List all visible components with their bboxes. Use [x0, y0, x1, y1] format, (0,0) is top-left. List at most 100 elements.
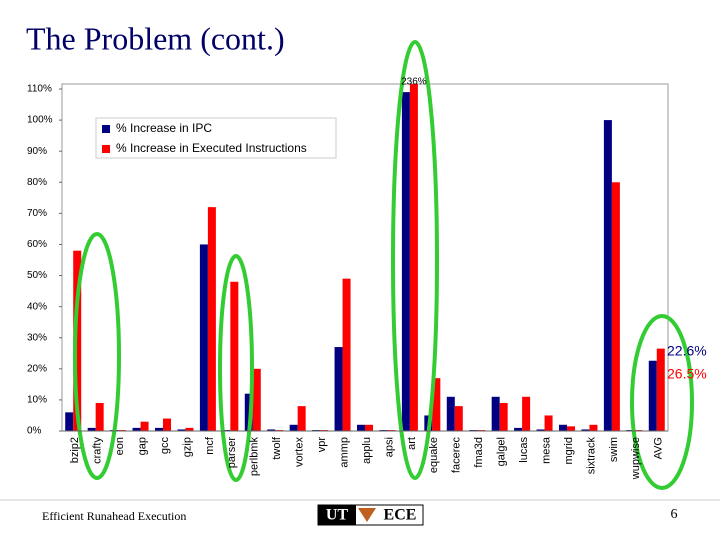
bar: [289, 424, 298, 431]
x-tick-label: art: [406, 437, 418, 450]
bar: [185, 427, 194, 431]
y-tick-label: 100%: [27, 115, 53, 126]
x-tick-label: mgrid: [563, 437, 575, 465]
x-tick-label: sixtrack: [585, 437, 597, 475]
bar: [611, 182, 620, 431]
footer-text: Efficient Runahead Execution: [42, 509, 186, 523]
bar: [230, 281, 239, 431]
x-tick-label: mesa: [540, 436, 552, 464]
bar: [409, 84, 418, 432]
highlight-ellipse: [630, 314, 694, 490]
bar: [334, 347, 343, 431]
bar: [432, 378, 441, 431]
logo-text: ECE: [384, 507, 417, 524]
x-tick-label: facerec: [451, 437, 463, 474]
bar: [522, 396, 531, 431]
bar: [342, 278, 351, 431]
y-tick-label: 70%: [27, 208, 47, 219]
bar: [357, 424, 365, 431]
legend-swatch: [102, 145, 110, 153]
bar: [155, 427, 163, 431]
value-label: 26.5%: [667, 366, 707, 382]
x-tick-label: gap: [136, 437, 148, 455]
x-tick-label: twolf: [271, 436, 283, 460]
x-tick-label: swim: [608, 437, 620, 462]
bars: [65, 84, 665, 432]
bar: [491, 396, 500, 431]
bar: [648, 360, 657, 431]
bar: [581, 429, 590, 431]
x-tick-label: apsi: [383, 437, 395, 457]
x-tick-label: perlbmk: [249, 437, 261, 477]
bar: [446, 396, 455, 431]
y-tick-label: 40%: [27, 301, 47, 312]
bar: [656, 348, 665, 431]
x-tick-label: lucas: [518, 437, 530, 463]
x-tick-label: eon: [114, 437, 126, 455]
bar: [73, 250, 82, 431]
bar: [207, 207, 216, 431]
x-tick-label: parser: [226, 437, 238, 469]
legend-label: % Increase in IPC: [116, 121, 212, 135]
bar: [297, 406, 306, 431]
x-tick-label: gzip: [181, 437, 193, 457]
y-tick-label: 0%: [27, 426, 42, 437]
y-tick-label: 30%: [27, 332, 47, 343]
y-tick-label: 50%: [27, 270, 47, 281]
logo-icon: [358, 508, 376, 522]
bar: [163, 418, 171, 431]
highlights: [73, 40, 694, 490]
y-tick-label: 80%: [27, 177, 47, 188]
bar: [267, 429, 276, 431]
x-tick-label: mcf: [204, 436, 216, 455]
highlight-ellipse: [73, 232, 121, 480]
bar: [65, 412, 74, 431]
y-tick-label: 10%: [27, 395, 47, 406]
legend-label: % Increase in Executed Instructions: [116, 141, 307, 155]
bar: [536, 429, 545, 431]
x-tick-label: AVG: [653, 437, 665, 459]
bar: [87, 427, 96, 431]
bar: [514, 427, 523, 431]
x-tick-label: ammp: [338, 437, 350, 468]
logo-block: [318, 505, 356, 525]
bar: [499, 403, 508, 431]
x-tick-label: fma3d: [473, 437, 485, 468]
value-label: 22.6%: [667, 343, 707, 359]
slide-title: The Problem (cont.): [26, 20, 285, 56]
bar: [199, 244, 208, 431]
y-tick-label: 60%: [27, 239, 47, 250]
bar: [603, 120, 612, 431]
bar: [559, 424, 567, 431]
x-tick-label: equake: [428, 437, 440, 473]
y-tick-label: 20%: [27, 363, 47, 374]
bar: [140, 421, 149, 431]
x-tick-label: vpr: [316, 437, 328, 453]
x-tick-label: galgel: [496, 437, 508, 466]
x-tick-label: gcc: [159, 437, 171, 455]
legend-swatch: [102, 125, 110, 133]
bar: [95, 403, 104, 431]
legend-box: [95, 117, 337, 159]
highlight-ellipse: [391, 40, 439, 480]
page-number: 6: [671, 507, 678, 522]
x-tick-label: applu: [361, 437, 373, 464]
bar: [454, 406, 463, 431]
bar: [589, 424, 598, 431]
bar: [252, 368, 261, 431]
bar: [544, 415, 553, 431]
bar: [365, 424, 373, 431]
bar: [177, 429, 186, 431]
bar: [132, 427, 141, 431]
x-tick-label: wupwise: [630, 437, 642, 480]
value-label: 236%: [401, 77, 427, 88]
bar: [401, 92, 410, 431]
x-tick-label: crafty: [92, 437, 104, 464]
y-tick-label: 110%: [27, 84, 52, 95]
y-tick-label: 90%: [27, 146, 47, 157]
logo-text: UT: [326, 507, 349, 524]
x-tick-label: bzip2: [69, 437, 81, 463]
highlight-ellipse: [218, 254, 254, 482]
bar: [567, 426, 575, 431]
